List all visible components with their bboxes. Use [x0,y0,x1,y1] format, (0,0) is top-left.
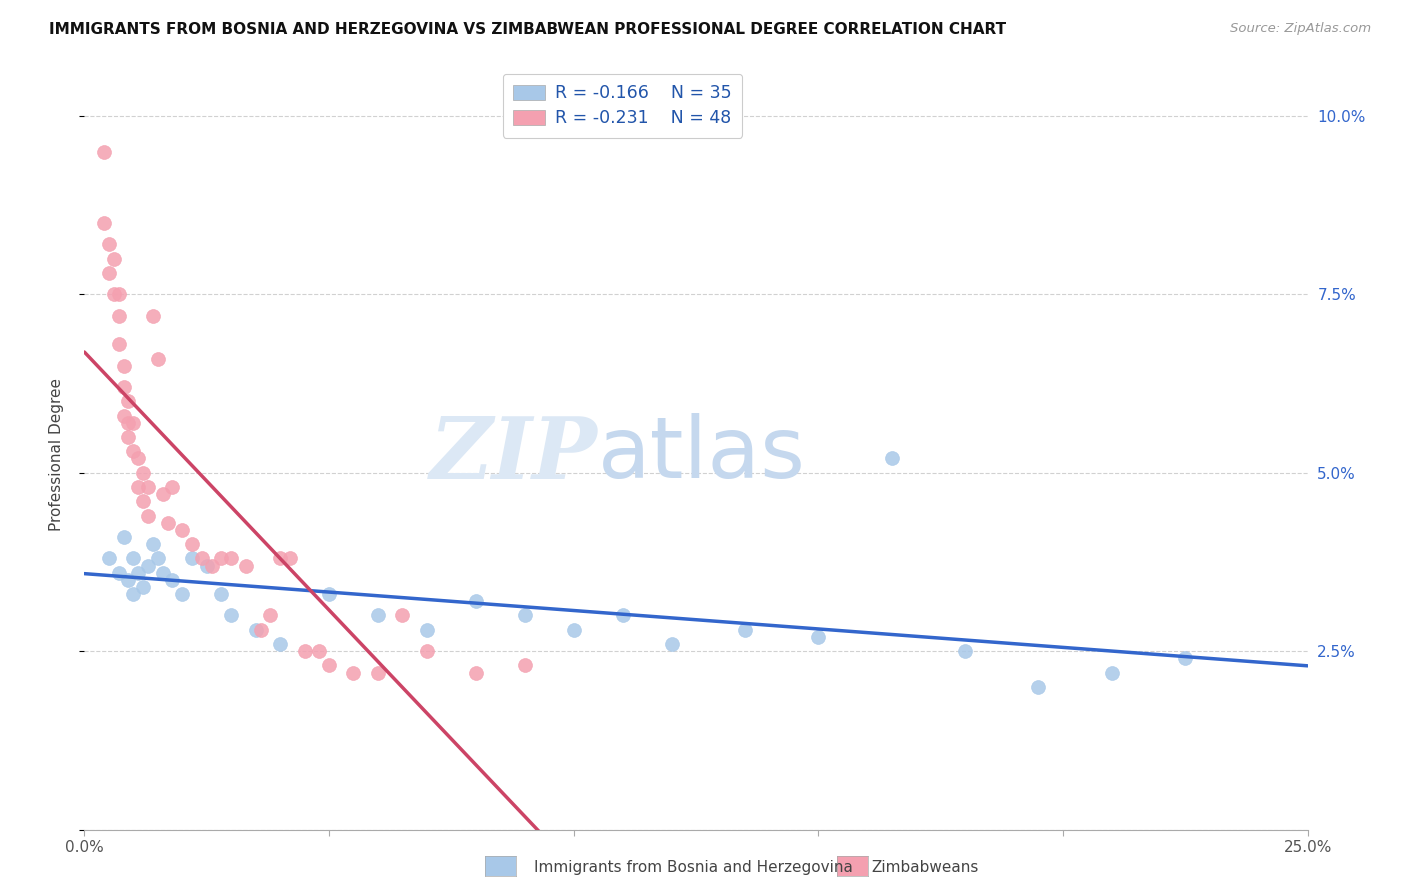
Point [117,416,139,430]
Point [880,451,903,466]
Point [181,551,204,566]
Point [132,580,155,594]
Point [132,494,155,508]
Point [308,644,330,658]
Point [209,587,232,601]
Text: Source: ZipAtlas.com: Source: ZipAtlas.com [1230,22,1371,36]
Point [513,608,536,623]
Point [294,644,316,658]
Point [117,430,139,444]
Point [117,573,139,587]
Point [209,551,232,566]
Point [807,630,830,644]
Point [269,637,291,651]
Point [97,551,120,566]
Point [562,623,585,637]
Point [181,537,204,551]
Point [112,380,135,394]
Point [152,566,174,580]
Point [172,523,194,537]
Point [235,558,257,573]
Point [146,551,169,566]
Point [367,608,389,623]
Text: Immigrants from Bosnia and Herzegovina: Immigrants from Bosnia and Herzegovina [534,860,853,874]
Text: ZIP: ZIP [430,413,598,497]
Point [127,480,149,494]
Point [127,451,149,466]
Text: Zimbabweans: Zimbabweans [872,860,979,874]
Point [278,551,301,566]
Point [162,573,184,587]
Point [200,558,222,573]
Point [249,623,271,637]
Point [259,608,281,623]
Point [93,216,115,230]
Point [122,444,145,458]
Point [122,587,145,601]
Point [219,551,242,566]
Point [136,558,159,573]
Point [152,487,174,501]
Point [367,665,389,680]
Point [117,394,139,409]
Point [318,658,340,673]
Point [1101,665,1123,680]
Text: IMMIGRANTS FROM BOSNIA AND HERZEGOVINA VS ZIMBABWEAN PROFESSIONAL DEGREE CORRELA: IMMIGRANTS FROM BOSNIA AND HERZEGOVINA V… [49,22,1007,37]
Point [136,480,159,494]
Text: atlas: atlas [598,413,806,497]
Point [416,623,439,637]
Y-axis label: Professional Degree: Professional Degree [49,378,63,532]
Point [93,145,115,159]
Point [122,551,145,566]
Point [269,551,291,566]
Point [734,623,756,637]
Point [103,252,125,266]
Point [112,359,135,373]
Point [156,516,179,530]
Point [97,237,120,252]
Point [191,551,214,566]
Point [1174,651,1197,665]
Point [127,566,149,580]
Point [661,637,683,651]
Point [162,480,184,494]
Point [103,287,125,301]
Point [172,587,194,601]
Point [195,558,218,573]
Point [107,309,129,323]
Legend: R = -0.166    N = 35, R = -0.231    N = 48: R = -0.166 N = 35, R = -0.231 N = 48 [503,74,742,137]
Point [612,608,634,623]
Point [953,644,976,658]
Point [132,466,155,480]
Point [112,409,135,423]
Point [464,594,486,608]
Point [146,351,169,366]
Point [342,665,364,680]
Point [107,337,129,351]
Point [245,623,267,637]
Point [219,608,242,623]
Point [142,309,165,323]
Point [112,530,135,544]
Point [107,566,129,580]
Point [416,644,439,658]
Point [391,608,413,623]
Point [107,287,129,301]
Point [513,658,536,673]
Point [97,266,120,280]
Point [318,587,340,601]
Point [136,508,159,523]
Point [122,416,145,430]
Point [142,537,165,551]
Point [464,665,486,680]
Point [1028,680,1050,694]
